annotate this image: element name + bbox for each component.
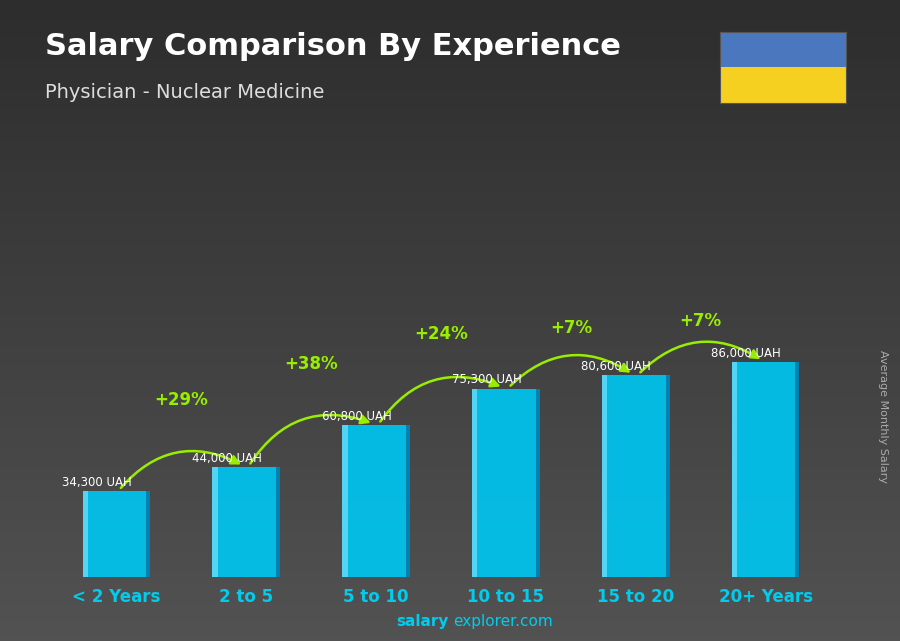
Text: +7%: +7% <box>680 312 722 329</box>
Bar <box>212 467 218 577</box>
Text: Physician - Nuclear Medicine: Physician - Nuclear Medicine <box>45 83 324 103</box>
Text: Salary Comparison By Experience: Salary Comparison By Experience <box>45 32 621 61</box>
Bar <box>720 67 846 103</box>
Text: 34,300 UAH: 34,300 UAH <box>62 476 131 489</box>
Bar <box>218 467 280 577</box>
Bar <box>342 425 347 577</box>
Bar <box>472 388 477 577</box>
Text: Average Monthly Salary: Average Monthly Salary <box>878 350 887 483</box>
Text: 80,600 UAH: 80,600 UAH <box>581 360 652 373</box>
Text: 86,000 UAH: 86,000 UAH <box>711 347 781 360</box>
Text: 60,800 UAH: 60,800 UAH <box>321 410 392 422</box>
Text: +38%: +38% <box>284 355 338 373</box>
Bar <box>147 491 150 577</box>
Bar <box>666 376 670 577</box>
Text: +29%: +29% <box>155 391 208 409</box>
Text: +7%: +7% <box>550 319 592 337</box>
Text: salary: salary <box>396 615 448 629</box>
Bar <box>602 376 608 577</box>
Bar <box>88 491 150 577</box>
Bar <box>608 376 670 577</box>
Bar <box>536 388 540 577</box>
Bar <box>796 362 799 577</box>
Text: 44,000 UAH: 44,000 UAH <box>192 452 262 465</box>
Bar <box>347 425 410 577</box>
Text: explorer.com: explorer.com <box>453 615 553 629</box>
Text: 75,300 UAH: 75,300 UAH <box>452 374 521 387</box>
Bar <box>737 362 799 577</box>
Text: +24%: +24% <box>414 326 468 344</box>
Bar <box>406 425 410 577</box>
Bar <box>276 467 280 577</box>
Bar <box>732 362 737 577</box>
Bar <box>477 388 540 577</box>
Bar <box>83 491 88 577</box>
